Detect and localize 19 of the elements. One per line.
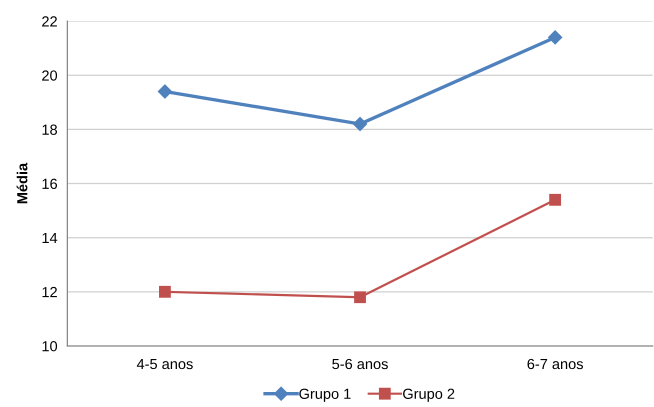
- point: [548, 30, 562, 44]
- y-tick-label: 14: [42, 232, 58, 243]
- legend-label: Grupo 1: [299, 388, 351, 402]
- point: [549, 194, 562, 206]
- y-tick-label: 16: [42, 178, 57, 189]
- y-tick-label: 12: [42, 286, 57, 298]
- point: [158, 84, 172, 99]
- y-tick-label: 10: [42, 341, 58, 352]
- point: [352, 116, 368, 132]
- y-tick-label: 20: [42, 70, 58, 81]
- point: [159, 286, 171, 298]
- x-tick-label: 6-7 anos: [528, 358, 583, 370]
- point: [354, 291, 366, 304]
- x-tick-label: 4-5 anos: [136, 358, 193, 370]
- y-axis-title: Média: [16, 162, 28, 204]
- y-tick-label: 22: [42, 16, 57, 26]
- x-tick-label: 5-6 anos: [332, 358, 388, 370]
- y-tick-label: 18: [42, 124, 58, 135]
- legend-label: Grupo 2: [403, 388, 454, 402]
